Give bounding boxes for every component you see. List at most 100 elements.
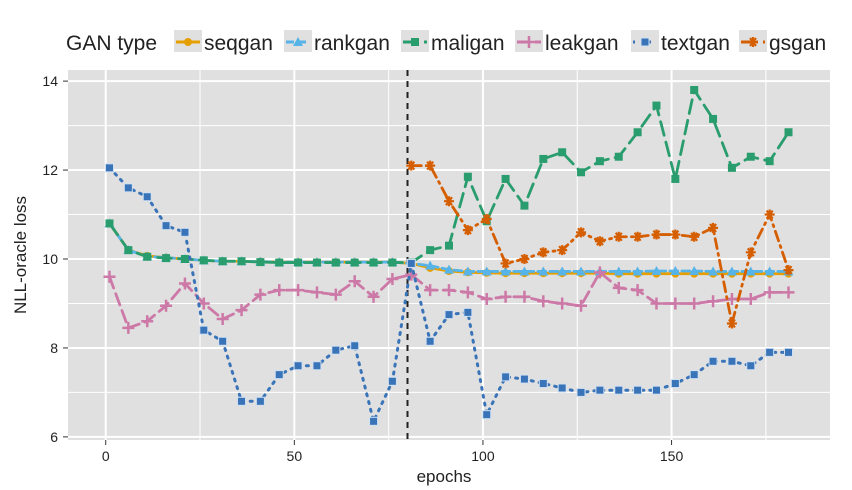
legend-label-maligan: maligan bbox=[431, 32, 505, 55]
gsgan-point bbox=[425, 160, 436, 171]
maligan-point bbox=[388, 258, 397, 267]
textgan-point bbox=[557, 383, 567, 393]
axes: 0 50 100 150 6 8 10 12 14 bbox=[42, 70, 683, 464]
rankgan-point bbox=[613, 266, 624, 276]
rankgan-point bbox=[462, 266, 473, 276]
rankgan-point bbox=[651, 266, 662, 276]
textgan-point bbox=[142, 192, 152, 202]
leakgan-point bbox=[518, 290, 531, 303]
x-tick-label: 0 bbox=[102, 448, 110, 464]
leakgan-point bbox=[480, 293, 493, 306]
maligan-point bbox=[595, 157, 604, 166]
textgan-point bbox=[350, 341, 360, 351]
legend-label-gsgan: gsgan bbox=[769, 32, 826, 55]
leakgan-point bbox=[763, 286, 776, 299]
textgan-point bbox=[595, 385, 605, 395]
y-tick-label: 14 bbox=[42, 73, 58, 89]
rankgan-point bbox=[745, 266, 756, 276]
rankgan-point bbox=[764, 266, 775, 276]
leakgan-point bbox=[669, 297, 682, 310]
gsgan-point bbox=[651, 229, 662, 240]
leakgan-point bbox=[386, 273, 399, 286]
rankgan-point bbox=[444, 264, 454, 274]
maligan-point bbox=[671, 174, 680, 183]
maligan-point bbox=[577, 168, 586, 177]
series-maligan bbox=[105, 86, 793, 267]
textgan-point bbox=[444, 310, 454, 320]
leakgan-point bbox=[160, 299, 173, 312]
textgan-point bbox=[651, 385, 661, 395]
maligan-point bbox=[501, 174, 510, 183]
maligan-point bbox=[237, 257, 246, 266]
textgan-point bbox=[746, 361, 756, 371]
grid bbox=[68, 70, 830, 440]
textgan-point bbox=[425, 336, 435, 346]
gsgan-point bbox=[613, 231, 624, 242]
leakgan-point bbox=[688, 297, 701, 310]
gsgan-point bbox=[783, 265, 794, 276]
textgan-point bbox=[180, 227, 190, 237]
maligan-point bbox=[633, 128, 642, 137]
maligan-point bbox=[312, 258, 321, 267]
gsgan-point bbox=[519, 254, 530, 265]
textgan-point bbox=[689, 370, 699, 380]
legend: GAN type seqgan rankgan maligan leakgan text… bbox=[66, 30, 826, 55]
textgan-point bbox=[727, 356, 737, 366]
textgan-point bbox=[784, 347, 794, 357]
leakgan-point bbox=[254, 288, 267, 301]
leakgan-point bbox=[612, 281, 625, 294]
textgan-point bbox=[255, 396, 265, 406]
maligan-point bbox=[294, 258, 303, 267]
maligan-point bbox=[275, 258, 284, 267]
legend-key-marker-seqgan bbox=[184, 38, 192, 46]
series-gsgan bbox=[406, 160, 794, 329]
textgan-point bbox=[218, 336, 228, 346]
maligan-point bbox=[746, 152, 755, 161]
leakgan-point bbox=[424, 284, 437, 297]
leakgan-point bbox=[292, 284, 305, 297]
maligan-point bbox=[199, 256, 208, 265]
textgan-point bbox=[312, 361, 322, 371]
legend-label-seqgan: seqgan bbox=[204, 32, 273, 55]
leakgan-point bbox=[310, 286, 323, 299]
gsgan-point bbox=[406, 160, 417, 171]
gsgan-point bbox=[594, 236, 605, 247]
legend-key-marker-rankgan bbox=[293, 37, 303, 46]
leakgan-point bbox=[103, 270, 116, 283]
series-layer bbox=[103, 86, 795, 426]
leakgan-point bbox=[631, 284, 644, 297]
leakgan-point bbox=[782, 286, 795, 299]
textgan-point bbox=[519, 374, 529, 384]
gsgan-point bbox=[481, 213, 492, 224]
textgan-point bbox=[482, 410, 492, 420]
rankgan-point bbox=[425, 260, 436, 270]
gsgan-point bbox=[764, 209, 775, 220]
textgan-point bbox=[406, 258, 416, 268]
textgan-point bbox=[387, 376, 397, 386]
leakgan-point bbox=[461, 286, 474, 299]
gsgan-point bbox=[576, 227, 587, 238]
textgan-point bbox=[237, 396, 247, 406]
maligan-point bbox=[709, 114, 718, 123]
maligan-point bbox=[256, 258, 265, 267]
maligan-point bbox=[162, 254, 171, 263]
rankgan-point bbox=[538, 266, 549, 276]
maligan-point bbox=[143, 252, 152, 261]
gsgan-point bbox=[538, 247, 549, 258]
leakgan-point bbox=[537, 295, 550, 308]
gsgan-point bbox=[557, 245, 568, 256]
rankgan-point bbox=[632, 266, 643, 276]
textgan-point bbox=[199, 325, 209, 335]
leakgan-point bbox=[499, 290, 512, 303]
legend-label-textgan: textgan bbox=[661, 32, 730, 55]
maligan-point bbox=[369, 258, 378, 267]
legend-label-rankgan: rankgan bbox=[314, 32, 390, 55]
legend-key-marker-maligan bbox=[411, 38, 419, 46]
gsgan-point bbox=[500, 258, 511, 269]
x-tick-label: 150 bbox=[660, 448, 684, 464]
textgan-point bbox=[331, 345, 341, 355]
rankgan-point bbox=[519, 266, 530, 276]
maligan-point bbox=[124, 246, 133, 255]
textgan-point bbox=[293, 361, 303, 371]
